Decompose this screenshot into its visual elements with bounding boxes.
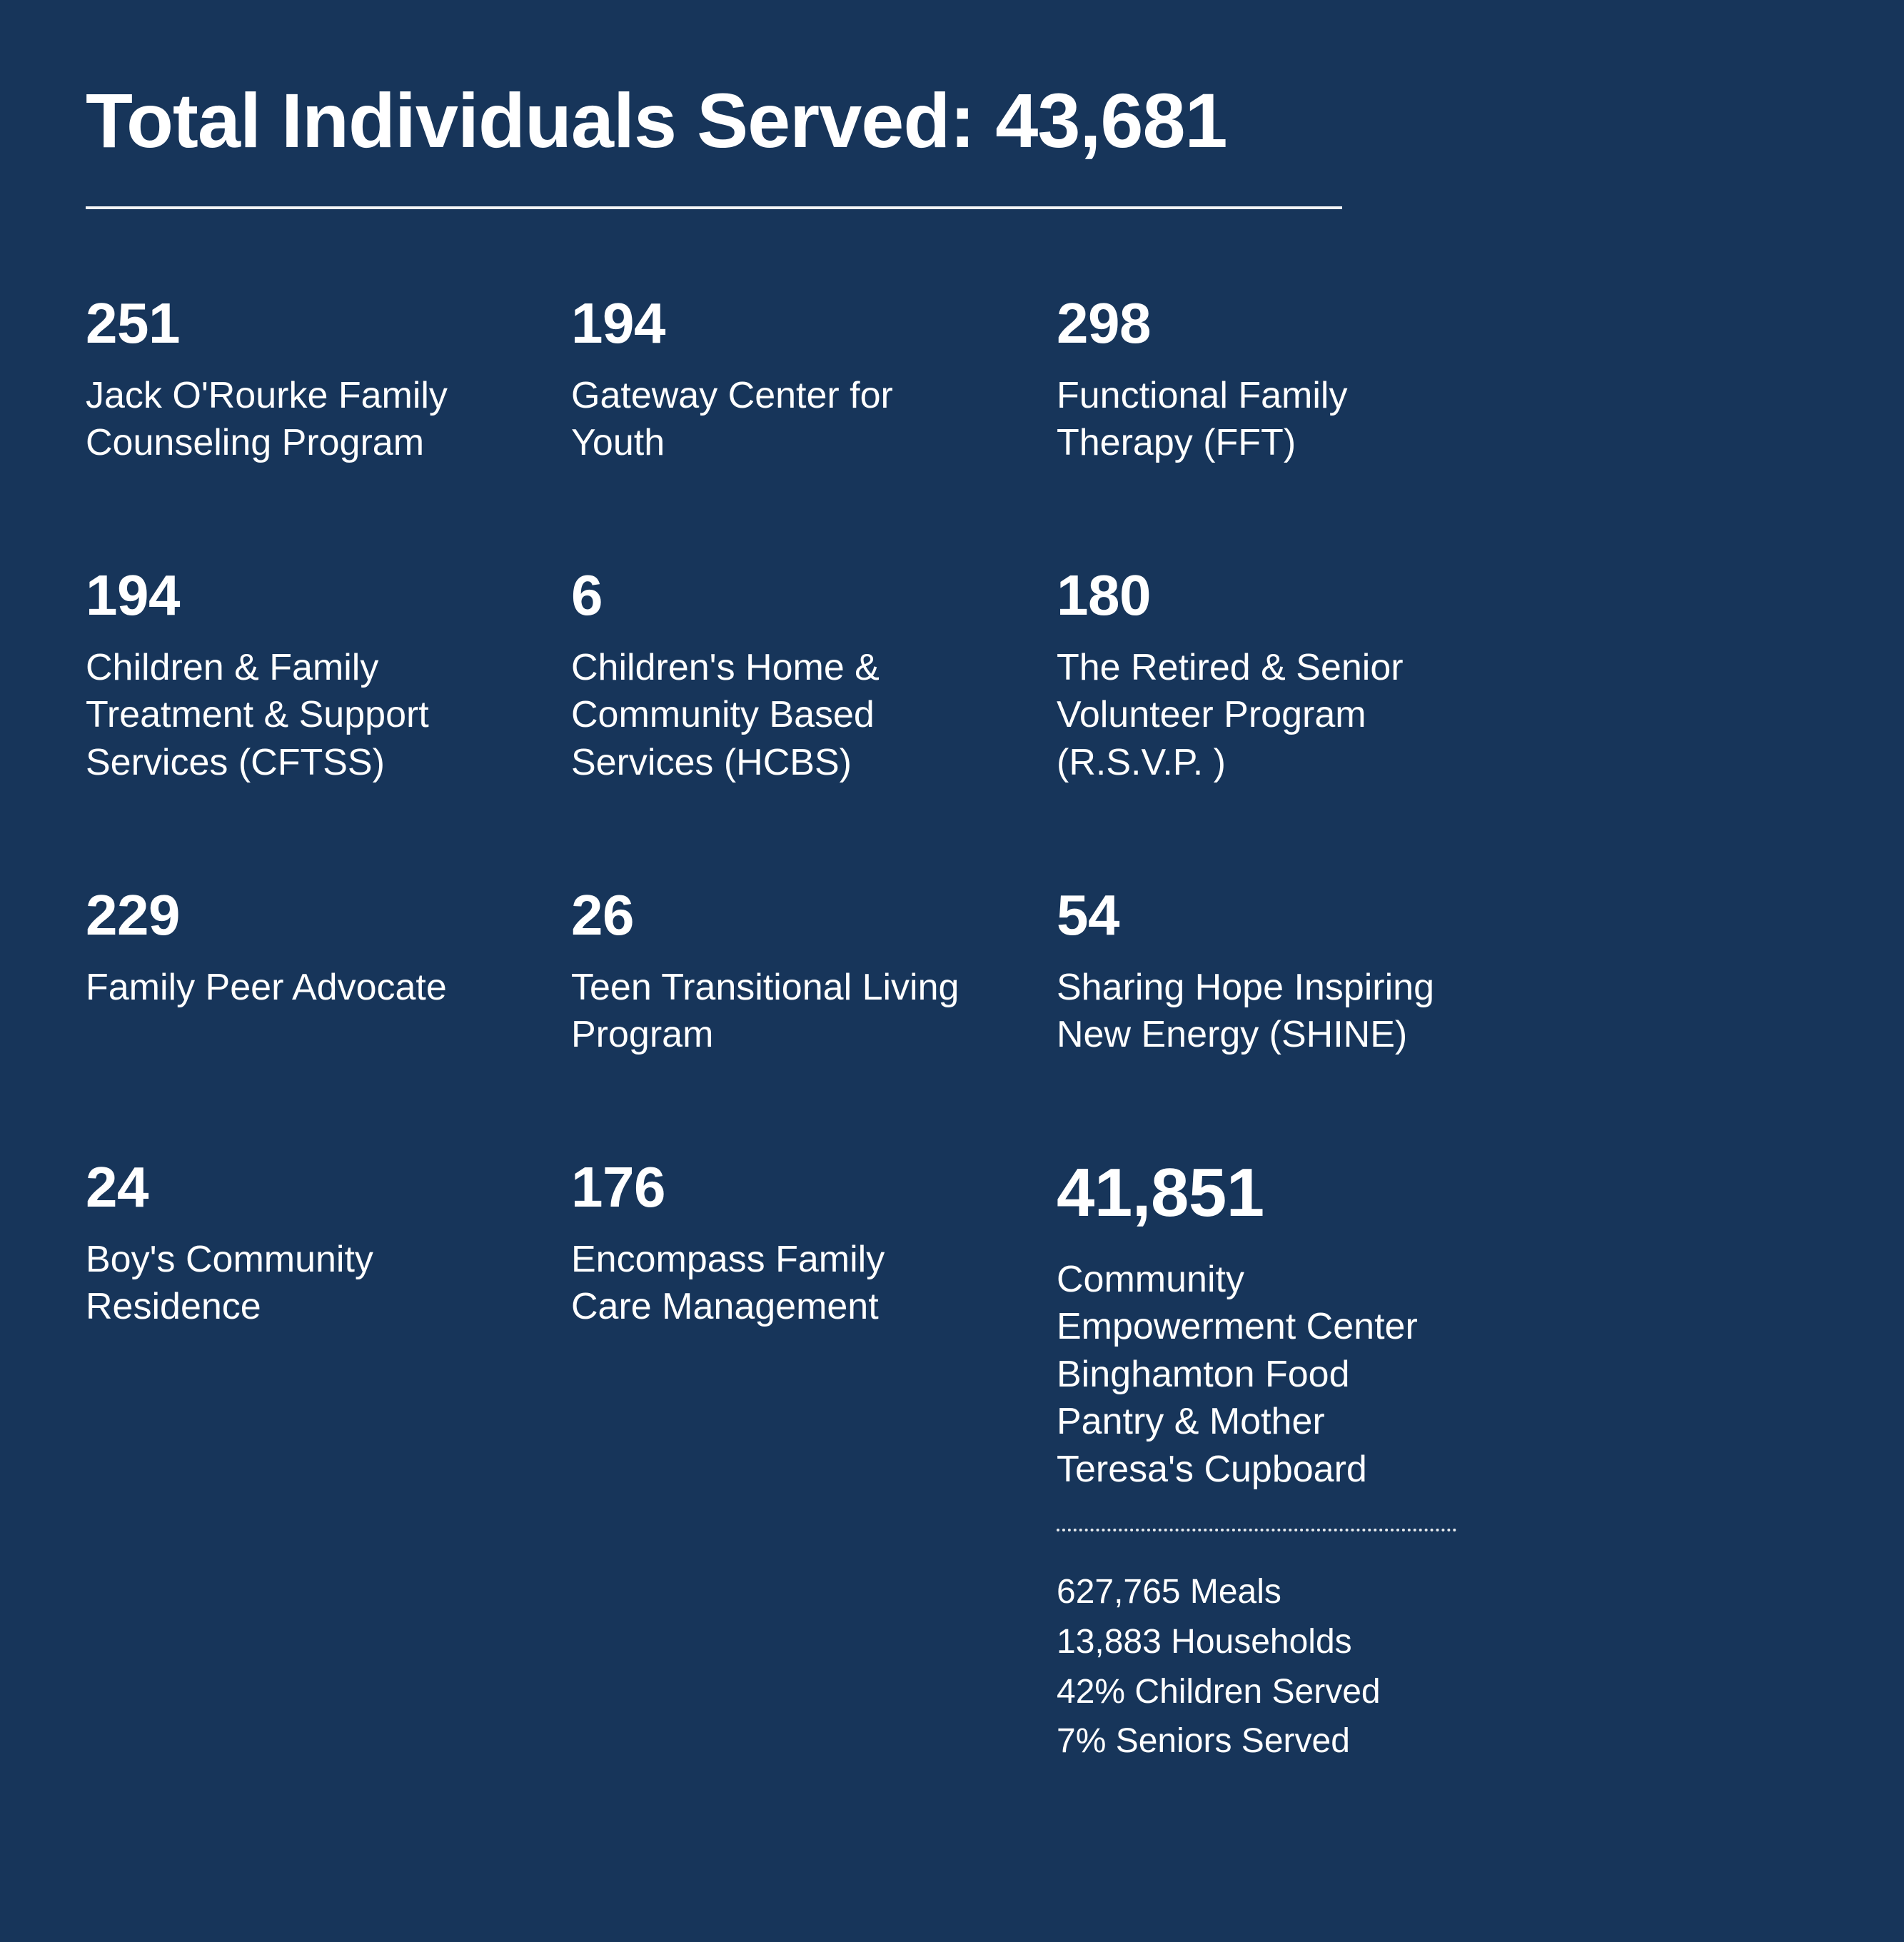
title-underline-rule <box>86 206 1342 209</box>
dotted-divider <box>1057 1529 1456 1531</box>
stat-number: 298 <box>1057 295 1513 352</box>
stat-label: Sharing Hope Inspiring New Energy (SHINE… <box>1057 964 1456 1059</box>
stat-number: 194 <box>86 567 543 624</box>
sub-stat-line: 627,765 Meals <box>1057 1567 1513 1617</box>
stat-number: 251 <box>86 295 543 352</box>
stat-number: 6 <box>571 567 1028 624</box>
stat-block-featured: 41,851 Community Empowerment Center Bing… <box>1057 1159 1513 1766</box>
stat-block: 194 Gateway Center for Youth <box>571 295 1028 467</box>
stat-label: Gateway Center for Youth <box>571 372 971 467</box>
stat-label: The Retired & Senior Volunteer Program (… <box>1057 644 1456 787</box>
stat-number: 180 <box>1057 567 1513 624</box>
stat-block: 298 Functional Family Therapy (FFT) <box>1057 295 1513 467</box>
stat-number: 176 <box>571 1159 1028 1216</box>
sub-stat-line: 13,883 Households <box>1057 1617 1513 1667</box>
stat-label: Community Empowerment Center Binghamton … <box>1057 1256 1456 1494</box>
sub-stat-line: 42% Children Served <box>1057 1667 1513 1717</box>
stat-number: 54 <box>1057 887 1513 944</box>
stat-number: 24 <box>86 1159 543 1216</box>
page-title: Total Individuals Served: 43,681 <box>86 79 1818 163</box>
stat-label: Teen Transitional Living Program <box>571 964 971 1059</box>
stat-label: Boy's Community Residence <box>86 1236 485 1331</box>
stats-grid: 251 Jack O'Rourke Family Counseling Prog… <box>86 295 1818 1766</box>
stat-block: 6 Children's Home & Community Based Serv… <box>571 567 1028 787</box>
stat-label: Children & Family Treatment & Support Se… <box>86 644 485 787</box>
stat-block: 26 Teen Transitional Living Program <box>571 887 1028 1059</box>
sub-stat-line: 7% Seniors Served <box>1057 1716 1513 1766</box>
stat-number: 194 <box>571 295 1028 352</box>
stat-label: Functional Family Therapy (FFT) <box>1057 372 1456 467</box>
stat-label: Children's Home & Community Based Servic… <box>571 644 971 787</box>
stat-label: Family Peer Advocate <box>86 964 485 1012</box>
stat-number: 26 <box>571 887 1028 944</box>
stat-block: 176 Encompass Family Care Management <box>571 1159 1028 1331</box>
stat-block: 24 Boy's Community Residence <box>86 1159 543 1331</box>
stat-label: Encompass Family Care Management <box>571 1236 971 1331</box>
stat-block: 194 Children & Family Treatment & Suppor… <box>86 567 543 787</box>
stat-block: 180 The Retired & Senior Volunteer Progr… <box>1057 567 1513 787</box>
stat-label: Jack O'Rourke Family Counseling Program <box>86 372 485 467</box>
stat-block: 251 Jack O'Rourke Family Counseling Prog… <box>86 295 543 467</box>
stat-number: 41,851 <box>1057 1159 1513 1227</box>
sub-stats-list: 627,765 Meals 13,883 Households 42% Chil… <box>1057 1567 1513 1766</box>
stat-block: 54 Sharing Hope Inspiring New Energy (SH… <box>1057 887 1513 1059</box>
stat-number: 229 <box>86 887 543 944</box>
stat-block: 229 Family Peer Advocate <box>86 887 543 1012</box>
